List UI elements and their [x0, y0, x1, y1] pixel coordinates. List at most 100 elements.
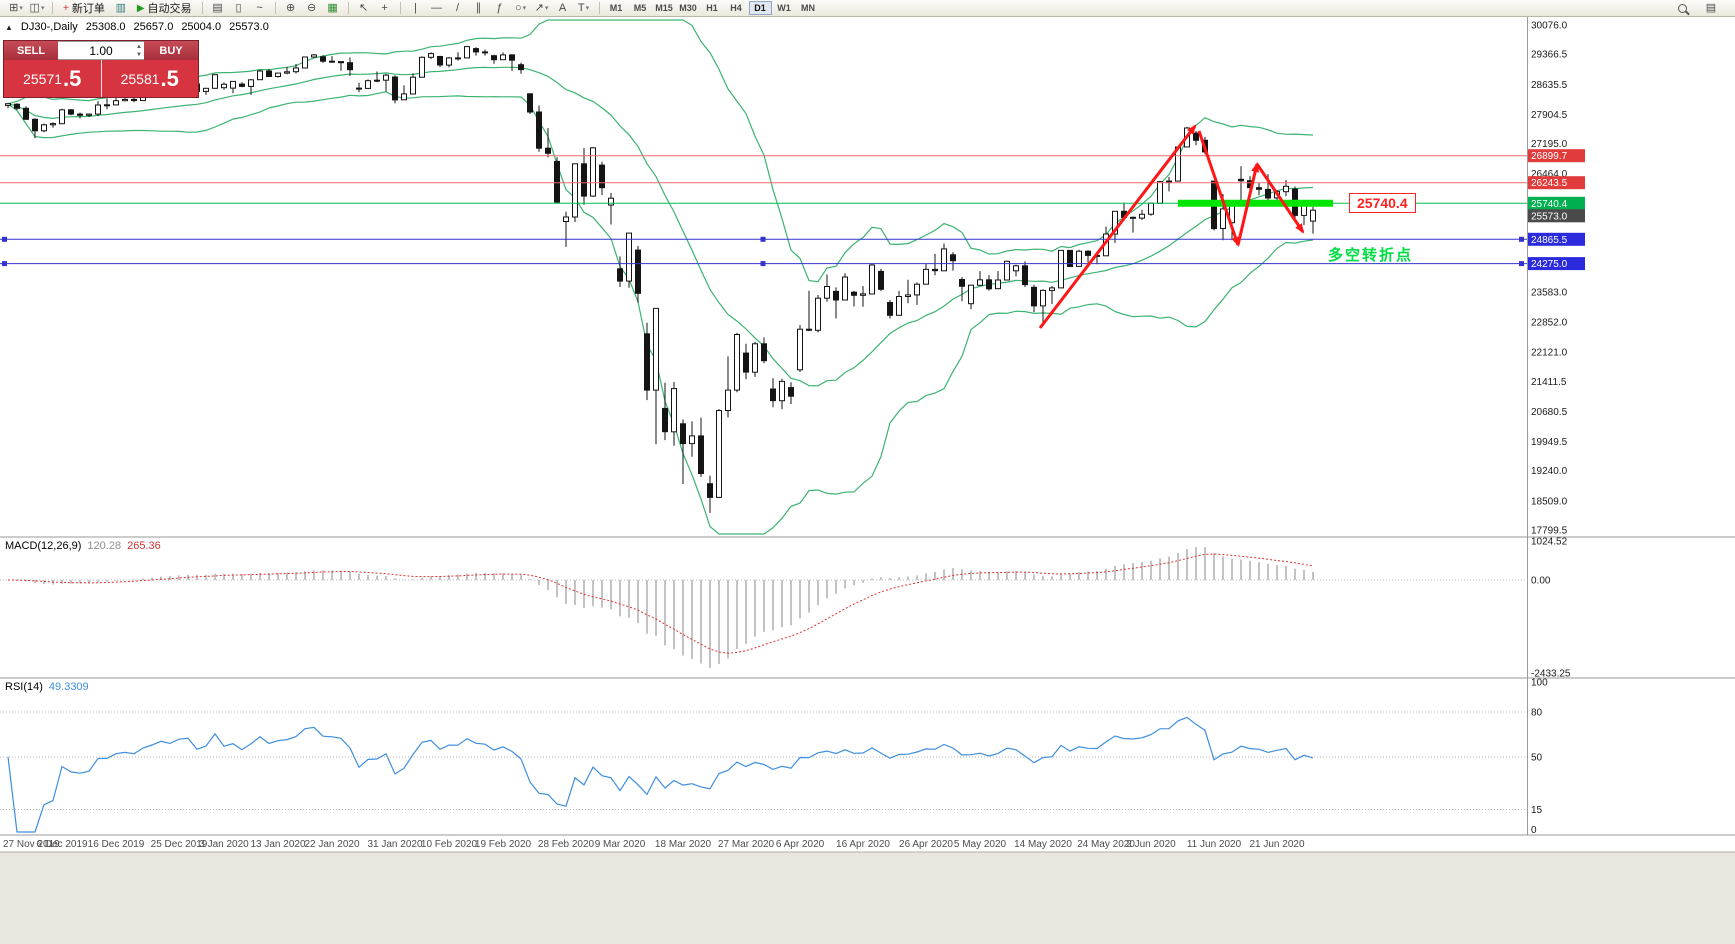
timeframe-M1[interactable]: M1	[609, 3, 623, 13]
tile-windows-icon[interactable]: ▦	[323, 1, 343, 16]
zoom-out-icon[interactable]: ⊖	[302, 1, 322, 16]
dropdown-arrow-icon[interactable]: ▾	[585, 4, 590, 12]
horizontal-line-icon: —	[431, 1, 443, 14]
line-selection-handle[interactable]	[760, 236, 766, 242]
timeframe-H4[interactable]: H4	[730, 3, 742, 13]
cursor-icon[interactable]: ↖	[354, 1, 374, 16]
depth-of-market-icon: ▥	[115, 1, 127, 14]
new-order-button[interactable]: + 新订单	[58, 1, 110, 16]
line-selection-handle[interactable]	[2, 236, 7, 242]
shapes-icon[interactable]: ○ ▾	[511, 1, 531, 16]
date-label: 27 Nov 2019	[3, 839, 60, 850]
ohlc-open: 25308.0	[85, 21, 126, 33]
date-label: 13 Jan 2020	[250, 839, 305, 850]
timeframe-W1[interactable]: W1	[777, 3, 791, 13]
line-selection-handle[interactable]	[760, 261, 766, 267]
date-label: 2 Jun 2020	[1126, 839, 1176, 850]
new-chart-icon[interactable]: ⊞ ▾	[6, 1, 26, 16]
dropdown-arrow-icon[interactable]: ▾	[544, 4, 549, 12]
trend-arrow-2[interactable]	[1197, 130, 1240, 247]
equidistant-channel-icon[interactable]: ∥	[469, 1, 489, 16]
price-tag-text: 25573.0	[1531, 211, 1568, 222]
fibonacci-icon[interactable]: ƒ	[490, 1, 510, 16]
bollinger-middle-band[interactable]	[7, 66, 1314, 387]
profiles-icon: ◫	[29, 1, 40, 14]
profiles-icon[interactable]: ◫ ▾	[27, 1, 47, 16]
arrows-tool-icon[interactable]: ↗ ▾	[532, 1, 552, 16]
new-chart-icon: ⊞	[9, 1, 19, 14]
trend-arrow-1[interactable]	[1038, 124, 1197, 329]
price-tag-25573.0	[1528, 209, 1585, 223]
horizontal-line-icon[interactable]: —	[427, 1, 447, 16]
turning-point-text-label[interactable]: 多空转折点	[1328, 247, 1414, 264]
date-label: 27 Mar 2020	[718, 839, 775, 850]
text-label-icon: T	[577, 1, 585, 14]
ohlc-low: 25004.0	[181, 21, 222, 33]
toolbar-separator	[598, 2, 600, 14]
trend-arrow-3[interactable]	[1236, 162, 1260, 246]
line-chart-mode-icon[interactable]: ~	[250, 1, 270, 16]
line-selection-handle[interactable]	[1519, 261, 1524, 267]
price-axis-label: 22121.0	[1531, 348, 1568, 359]
tile-windows-icon: ▦	[327, 1, 338, 14]
toolbar-separator	[52, 2, 53, 14]
rsi-name: RSI(14)	[5, 681, 43, 693]
volume-down-icon[interactable]: ▼	[136, 52, 142, 58]
window-bottom-area	[0, 852, 1735, 944]
zoom-out-icon: ⊖	[306, 1, 317, 14]
autotrading-button[interactable]: ▶ 自动交易	[132, 1, 197, 16]
timeframe-MN[interactable]: MN	[801, 3, 816, 13]
line-selection-handle[interactable]	[1519, 236, 1524, 242]
timeframe-M5[interactable]: M5	[633, 3, 647, 13]
candlestick-mode-icon[interactable]: ▯	[229, 1, 249, 16]
data-window-icon[interactable]: ▤	[1701, 1, 1721, 16]
timeframe-M15[interactable]: M15	[655, 3, 673, 13]
sell-button[interactable]: SELL	[4, 41, 58, 60]
vertical-line-icon[interactable]: |	[406, 1, 426, 16]
volume-up-icon[interactable]: ▲	[136, 44, 142, 50]
crosshair-icon: +	[381, 1, 388, 14]
dropdown-arrow-icon[interactable]: ▾	[19, 4, 23, 12]
zoom-in-icon[interactable]: ⊕	[281, 1, 301, 16]
depth-of-market-icon[interactable]: ▥	[111, 1, 131, 16]
text-icon[interactable]: A	[553, 1, 573, 16]
ohlc-close: 25573.0	[229, 21, 269, 33]
toolbar-separator	[201, 2, 203, 14]
macd-caption: MACD(12,26,9) 120.28 265.36	[5, 540, 161, 552]
price-axis-label: 23583.0	[1531, 288, 1568, 299]
trendline-icon[interactable]: /	[448, 1, 468, 16]
text-label-icon[interactable]: T ▾	[574, 1, 594, 16]
equidistant-channel-icon: ∥	[475, 1, 482, 14]
candlestick-mode-icon: ▯	[235, 1, 242, 14]
buy-button[interactable]: BUY	[144, 41, 198, 60]
search-symbol-icon[interactable]	[1672, 1, 1692, 16]
search-symbol-icon	[1677, 3, 1687, 13]
line-selection-handle[interactable]	[2, 261, 7, 267]
price-axis[interactable]: 30076.0 29366.5 28635.5 27904.5 27195.0 26464…	[1528, 21, 1585, 837]
bollinger-lower-band[interactable]	[7, 91, 1314, 535]
bollinger-upper-band[interactable]	[7, 19, 1314, 283]
timeframe-M30[interactable]: M30	[679, 3, 697, 13]
sell-price-main: 25571	[23, 70, 63, 87]
dropdown-arrow-icon[interactable]: ▾	[40, 4, 45, 12]
dropdown-arrow-icon[interactable]: ▾	[522, 4, 527, 12]
date-label: 3 Jan 2020	[199, 839, 249, 850]
trend-arrow-4[interactable]	[1255, 163, 1305, 234]
crosshair-icon[interactable]: +	[375, 1, 395, 16]
trade-panel-toggle-icon[interactable]: ▲	[5, 22, 13, 32]
volume-input[interactable]: 1.00 ▲ ▼	[58, 41, 144, 60]
price-axis-label: 21411.5	[1531, 377, 1567, 388]
sell-price-button[interactable]: 25571 .5	[4, 60, 102, 97]
buy-price-button[interactable]: 25581 .5	[102, 60, 199, 97]
timeframe-D1[interactable]: D1	[748, 1, 772, 15]
date-label: 26 Apr 2020	[899, 839, 953, 850]
timeframe-H1[interactable]: H1	[706, 3, 718, 13]
volume-value[interactable]: 1.00	[89, 43, 113, 58]
bar-chart-mode-icon[interactable]: ▤	[208, 1, 228, 16]
buy-price-frac: .5	[160, 65, 179, 91]
candles-layer	[5, 45, 1316, 513]
price-axis-label: 20680.5	[1531, 407, 1568, 418]
support-price-label[interactable]: 25740.4	[1349, 193, 1416, 213]
